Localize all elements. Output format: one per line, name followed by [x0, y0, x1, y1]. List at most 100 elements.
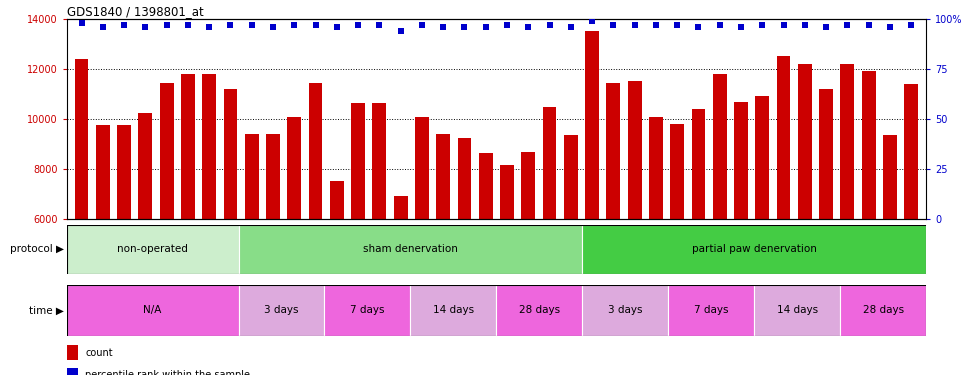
Bar	[309, 83, 322, 370]
Bar	[372, 103, 386, 370]
Bar	[238, 225, 582, 274]
Bar	[436, 134, 450, 370]
Point	[776, 22, 792, 28]
Point	[371, 22, 387, 28]
Bar	[118, 125, 131, 370]
Text: non-operated: non-operated	[118, 244, 188, 254]
Text: 28 days: 28 days	[518, 305, 560, 315]
Text: sham denervation: sham denervation	[363, 244, 458, 254]
Bar	[160, 83, 173, 370]
Point	[840, 22, 856, 28]
Point	[563, 24, 578, 30]
Point	[499, 22, 514, 28]
Point	[222, 22, 238, 28]
Bar	[692, 109, 706, 370]
Bar	[819, 89, 833, 370]
Bar	[74, 59, 88, 370]
Text: 14 days: 14 days	[776, 305, 817, 315]
Bar	[798, 64, 811, 370]
Bar	[202, 74, 216, 370]
Point	[904, 22, 919, 28]
Bar	[415, 117, 429, 370]
Point	[95, 24, 111, 30]
Point	[159, 22, 174, 28]
Bar	[712, 74, 726, 370]
Point	[201, 24, 217, 30]
Point	[818, 24, 834, 30]
Point	[691, 24, 707, 30]
Point	[415, 22, 430, 28]
Text: 7 days: 7 days	[350, 305, 385, 315]
Point	[180, 22, 196, 28]
Text: 28 days: 28 days	[862, 305, 904, 315]
Bar	[67, 225, 238, 274]
Text: percentile rank within the sample: percentile rank within the sample	[85, 370, 250, 375]
Bar	[607, 83, 620, 370]
Bar	[181, 74, 195, 370]
Point	[308, 22, 323, 28]
Bar	[734, 102, 748, 370]
Point	[542, 22, 558, 28]
Text: time ▶: time ▶	[28, 305, 64, 315]
Point	[266, 24, 281, 30]
Bar	[582, 285, 668, 336]
Bar	[479, 153, 493, 370]
Bar	[223, 89, 237, 370]
Bar	[330, 180, 344, 370]
Text: count: count	[85, 348, 113, 357]
Point	[860, 22, 876, 28]
Point	[393, 28, 409, 34]
Point	[286, 22, 302, 28]
Bar	[96, 125, 110, 370]
Point	[669, 22, 685, 28]
Bar	[670, 124, 684, 370]
Point	[244, 22, 260, 28]
Text: 7 days: 7 days	[694, 305, 728, 315]
Point	[74, 20, 89, 26]
Point	[627, 22, 643, 28]
Bar	[411, 285, 496, 336]
Bar	[841, 64, 855, 370]
Point	[478, 24, 494, 30]
Point	[520, 24, 536, 30]
Bar	[777, 56, 791, 370]
Bar	[245, 134, 259, 370]
Point	[329, 24, 345, 30]
Text: 3 days: 3 days	[265, 305, 299, 315]
Bar	[668, 285, 755, 336]
Bar	[905, 84, 918, 370]
Bar	[564, 135, 578, 370]
Text: GDS1840 / 1398801_at: GDS1840 / 1398801_at	[67, 4, 204, 18]
Bar	[649, 117, 662, 370]
Point	[350, 22, 366, 28]
Bar	[756, 96, 769, 370]
Bar	[351, 103, 365, 370]
Point	[584, 18, 600, 24]
Bar	[287, 117, 301, 370]
Point	[137, 24, 153, 30]
Bar	[883, 135, 897, 370]
Point	[648, 22, 663, 28]
Text: 3 days: 3 days	[608, 305, 643, 315]
Point	[457, 24, 472, 30]
Point	[882, 24, 898, 30]
Bar	[394, 195, 408, 370]
Bar	[324, 285, 411, 336]
Bar	[543, 106, 557, 370]
Text: 14 days: 14 days	[433, 305, 474, 315]
Bar	[458, 138, 471, 370]
Bar	[267, 134, 280, 370]
Text: N/A: N/A	[143, 305, 162, 315]
Text: partial paw denervation: partial paw denervation	[692, 244, 816, 254]
Point	[755, 22, 770, 28]
Bar	[238, 285, 324, 336]
Bar	[138, 113, 152, 370]
Bar	[861, 71, 875, 370]
Bar	[628, 81, 642, 370]
Point	[606, 22, 621, 28]
Text: protocol ▶: protocol ▶	[10, 244, 64, 254]
Point	[117, 22, 132, 28]
Bar	[67, 285, 238, 336]
Bar	[585, 31, 599, 370]
Bar	[582, 225, 926, 274]
